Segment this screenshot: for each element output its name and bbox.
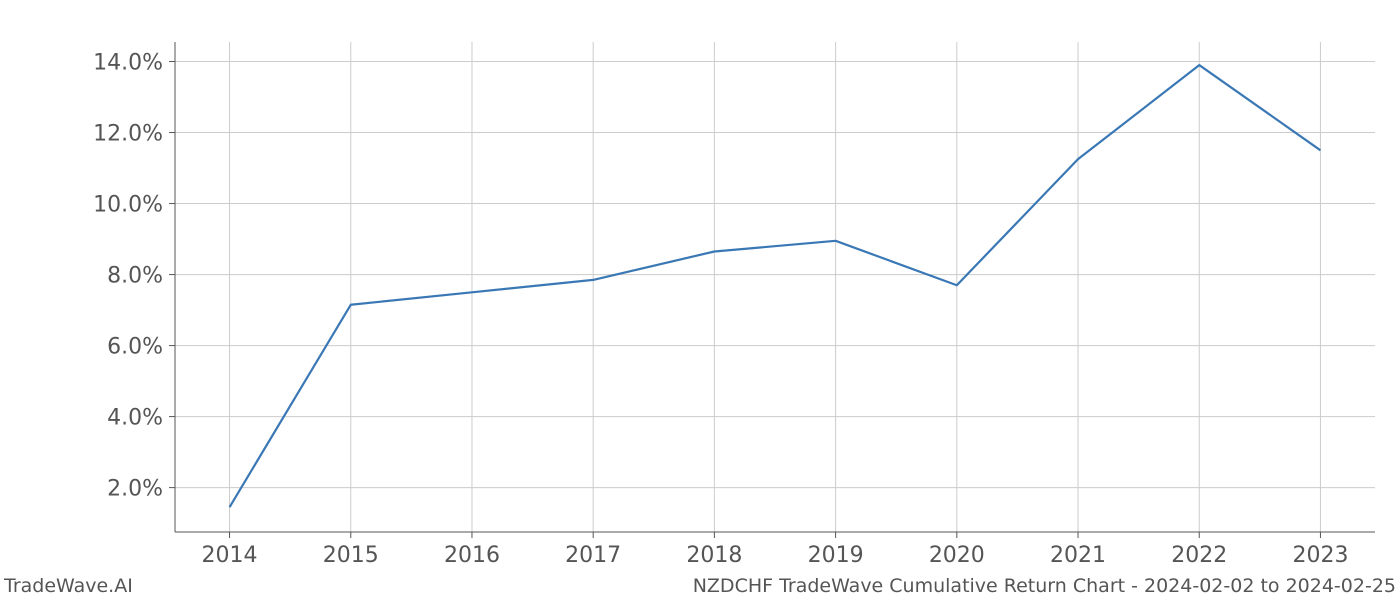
y-tick-label: 12.0% — [93, 122, 163, 147]
x-tick-label: 2023 — [1292, 543, 1348, 568]
y-tick-label: 8.0% — [107, 264, 163, 289]
x-tick-label: 2021 — [1050, 543, 1106, 568]
y-tick-label: 14.0% — [93, 51, 163, 76]
footer-left-label: TradeWave.AI — [3, 575, 133, 597]
x-tick-label: 2014 — [202, 543, 258, 568]
x-tick-label: 2016 — [444, 543, 500, 568]
x-tick-label: 2018 — [686, 543, 742, 568]
x-tick-label: 2015 — [323, 543, 379, 568]
y-tick-label: 6.0% — [107, 335, 163, 360]
line-chart: 2014 2015 2016 2017 2018 2019 2020 2021 2022 2023… — [0, 0, 1400, 600]
y-tick-label: 10.0% — [93, 193, 163, 218]
y-tick-label: 4.0% — [107, 406, 163, 431]
x-tick-label: 2020 — [929, 543, 985, 568]
x-tick-label: 2017 — [565, 543, 621, 568]
footer-right-label: NZDCHF TradeWave Cumulative Return Chart… — [693, 575, 1396, 597]
chart-background — [0, 0, 1400, 600]
x-tick-label: 2019 — [808, 543, 864, 568]
x-tick-label: 2022 — [1171, 543, 1227, 568]
chart-svg: 2014 2015 2016 2017 2018 2019 2020 2021 2022 2023… — [0, 0, 1400, 600]
y-tick-label: 2.0% — [107, 477, 163, 502]
